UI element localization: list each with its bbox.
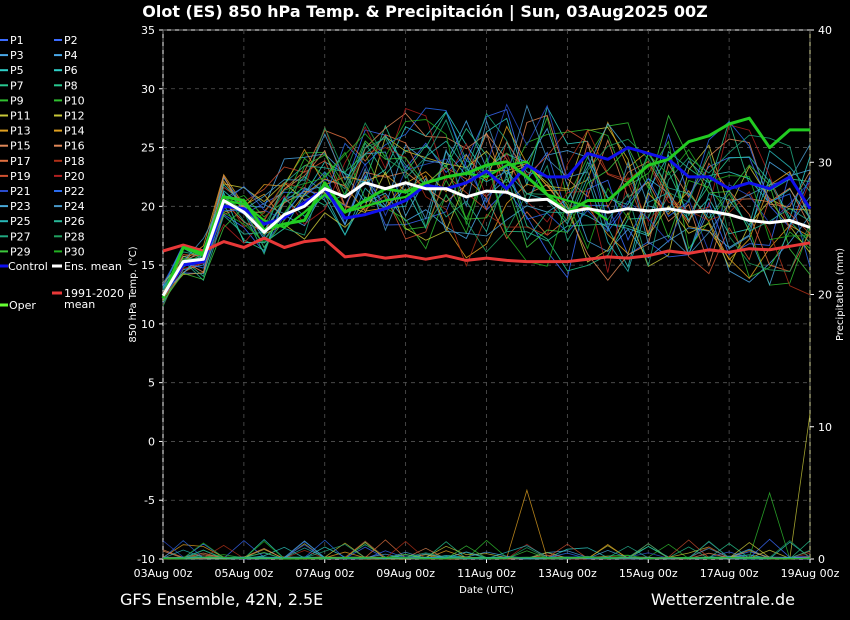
x-tick-label: 07Aug 00z — [295, 567, 354, 580]
y-tick-label: 15 — [141, 259, 155, 272]
y-tick-label: 5 — [148, 377, 155, 390]
member-line-p29 — [162, 114, 811, 302]
legend-label-p7: P7 — [10, 79, 24, 92]
y2-tick-label: 40 — [818, 24, 832, 37]
y2-tick-label: 10 — [818, 421, 832, 434]
y-tick-label: 25 — [141, 142, 155, 155]
series-1991-2020-mean — [162, 236, 811, 264]
legend-label-p2: P2 — [64, 34, 78, 47]
x-tick-label: 15Aug 00z — [619, 567, 678, 580]
legend-label-p18: P18 — [64, 155, 85, 168]
legend-label-p17: P17 — [10, 155, 31, 168]
legend-label-p20: P20 — [64, 170, 85, 183]
x-tick-label: 17Aug 00z — [700, 567, 759, 580]
member-line-p24 — [162, 104, 811, 288]
legend-label-p16: P16 — [64, 140, 85, 153]
member-line-p28 — [162, 121, 811, 307]
legend-label-p22: P22 — [64, 185, 85, 198]
legend-label-p13: P13 — [10, 125, 31, 138]
legend-label-p29: P29 — [10, 245, 31, 258]
legend-label-p30: P30 — [64, 245, 85, 258]
legend-label-climate-mean-line1: 1991-2020 — [64, 287, 124, 300]
y-tick-label: 30 — [141, 83, 155, 96]
member-line-p2 — [162, 109, 811, 287]
legend-label-climate-mean-line2: mean — [64, 298, 95, 311]
member-line-p30 — [162, 119, 811, 296]
x-tick-label: 03Aug 00z — [134, 567, 193, 580]
x-axis-label: Date (UTC) — [459, 585, 514, 596]
y2-tick-label: 20 — [818, 289, 832, 302]
legend-label-p8: P8 — [64, 79, 78, 92]
member-line-p20 — [162, 107, 811, 293]
legend-label-p9: P9 — [10, 94, 24, 107]
member-line-p16 — [162, 114, 811, 301]
y-tick-label: -5 — [144, 494, 155, 507]
legend-label-control: Control — [8, 260, 48, 273]
legend-label-p21: P21 — [10, 185, 31, 198]
legend-label-p23: P23 — [10, 200, 31, 213]
y2-axis-label: Precipitation (mm) — [835, 248, 846, 341]
series-oper-early- — [161, 160, 609, 299]
legend-label-p19: P19 — [10, 170, 31, 183]
member-line-p12 — [162, 136, 811, 283]
footer-source: Wetterzentrale.de — [651, 590, 795, 609]
y-tick-label: 35 — [141, 24, 155, 37]
y-tick-label: -10 — [137, 553, 155, 566]
legend-label-p3: P3 — [10, 49, 24, 62]
legend-label-p10: P10 — [64, 94, 85, 107]
x-tick-label: 05Aug 00z — [215, 567, 274, 580]
footer-model: GFS Ensemble, 42N, 2.5E — [120, 590, 323, 609]
legend-label-p11: P11 — [10, 110, 31, 123]
legend-label-p27: P27 — [10, 230, 31, 243]
legend-label-p15: P15 — [10, 140, 31, 153]
series-control — [161, 146, 812, 297]
legend-label-p28: P28 — [64, 230, 85, 243]
member-line-p22 — [162, 107, 811, 289]
legend: P1 P2 P3 P4 P5 P6 P7 P8 P9 P10 P11 P12 P13 P14 P15 P16 P… — [0, 34, 124, 312]
legend-label-p6: P6 — [64, 64, 78, 77]
member-line-p23 — [162, 122, 811, 294]
chart-title: Olot (ES) 850 hPa Temp. & Precipitación … — [142, 2, 707, 22]
member-line-p18 — [162, 125, 811, 306]
x-tick-label: 09Aug 00z — [376, 567, 435, 580]
y2-tick-label: 0 — [818, 553, 825, 566]
x-tick-label: 13Aug 00z — [538, 567, 597, 580]
member-line-p19 — [162, 129, 811, 294]
y-axis-label: 850 hPa Temp. (°C) — [128, 246, 139, 342]
y-tick-label: 20 — [141, 200, 155, 213]
plot-area: 35 30 25 20 15 10 5 0 -5 -10 40 30 20 10 0 03Aug 00z 05A… — [128, 24, 846, 596]
legend-label-p4: P4 — [64, 49, 78, 62]
x-tick-label: 19Aug 00z — [781, 567, 840, 580]
precip-line-p30 — [162, 540, 811, 560]
legend-label-p12: P12 — [64, 110, 85, 123]
series-ens-mean — [161, 181, 811, 297]
member-line-p13 — [162, 121, 811, 297]
y-tick-label: 10 — [141, 318, 155, 331]
legend-label-p24: P24 — [64, 200, 85, 213]
y-tick-label: 0 — [148, 435, 155, 448]
legend-label-p1: P1 — [10, 34, 24, 47]
legend-label-p26: P26 — [64, 215, 85, 228]
legend-label-oper: Oper — [9, 299, 36, 312]
legend-label-p14: P14 — [64, 125, 85, 138]
legend-label-ens-mean: Ens. mean — [64, 260, 122, 273]
legend-label-p25: P25 — [10, 215, 31, 228]
y2-tick-label: 30 — [818, 156, 832, 169]
x-tick-label: 11Aug 00z — [457, 567, 516, 580]
legend-label-p5: P5 — [10, 64, 24, 77]
